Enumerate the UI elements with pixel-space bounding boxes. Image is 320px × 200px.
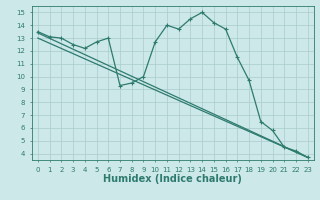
X-axis label: Humidex (Indice chaleur): Humidex (Indice chaleur)	[103, 174, 242, 184]
